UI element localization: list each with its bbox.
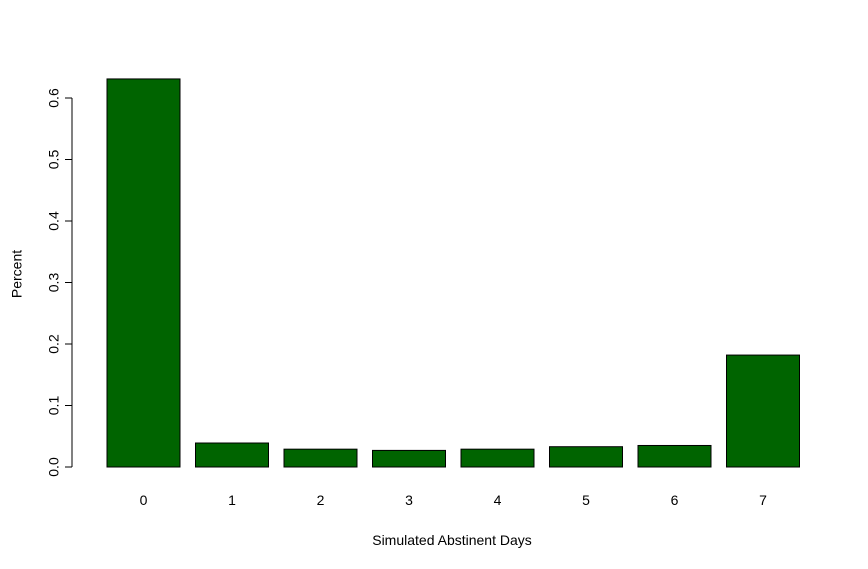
bar-2 <box>283 448 358 468</box>
bar-0 <box>106 78 181 468</box>
y-axis-title: Percent <box>9 250 25 298</box>
y-tick-label: 0.2 <box>46 334 62 354</box>
x-tick-label: 2 <box>317 492 325 508</box>
y-tick-label: 0.4 <box>46 211 62 231</box>
bar-7 <box>726 354 800 468</box>
x-axis-title: Simulated Abstinent Days <box>372 532 532 548</box>
x-tick-label: 0 <box>140 492 148 508</box>
bar-3 <box>372 449 446 468</box>
x-tick-label: 7 <box>759 492 767 508</box>
x-tick-label: 4 <box>494 492 502 508</box>
y-axis: 0.0 0.1 0.2 0.3 0.4 0.5 0.6 <box>46 88 73 477</box>
y-tick-label: 0.1 <box>46 396 62 416</box>
bar-4 <box>460 448 535 468</box>
bar-1 <box>195 442 269 468</box>
y-tick-label: 0.0 <box>46 457 62 477</box>
y-tick-label: 0.3 <box>46 273 62 293</box>
y-tick-label: 0.5 <box>46 150 62 170</box>
bar-5 <box>549 446 623 468</box>
bar-6 <box>637 444 712 468</box>
x-tick-label: 3 <box>405 492 413 508</box>
x-tick-label: 1 <box>228 492 236 508</box>
bars-group <box>106 78 800 468</box>
y-tick-label: 0.6 <box>46 88 62 108</box>
x-tick-labels: 0 1 2 3 4 5 6 7 <box>140 492 768 508</box>
x-tick-label: 5 <box>582 492 590 508</box>
x-tick-label: 6 <box>671 492 679 508</box>
